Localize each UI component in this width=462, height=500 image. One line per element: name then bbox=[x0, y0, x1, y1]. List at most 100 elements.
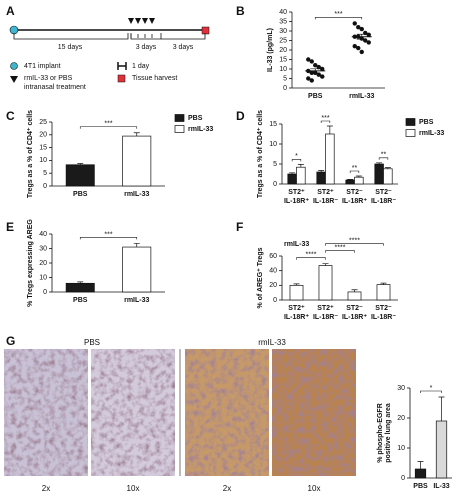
y-axis-label: positive lung area bbox=[385, 403, 392, 463]
bar bbox=[122, 135, 152, 187]
error-bar bbox=[133, 132, 140, 137]
y-axis-label: % phospho-EGFR bbox=[377, 403, 384, 463]
x-tick-label: IL-18R⁻ bbox=[371, 198, 396, 205]
panel-label: E bbox=[6, 220, 14, 234]
significance-label: *** bbox=[104, 121, 112, 128]
error-bar bbox=[380, 282, 387, 285]
magnification: 2x bbox=[42, 484, 50, 493]
y-tick-label: 15 bbox=[39, 144, 47, 151]
significance-bracket bbox=[349, 170, 360, 173]
x-tick-label: ST2⁻ bbox=[346, 305, 363, 312]
significance-bracket bbox=[79, 237, 138, 240]
legend-label: Tissue harvest bbox=[132, 75, 177, 82]
error-bar bbox=[310, 68, 321, 74]
x-tick-label: rmIL-33 bbox=[349, 93, 374, 100]
y-tick-label: 20 bbox=[39, 260, 47, 267]
x-tick-label: ST2⁻ bbox=[346, 189, 363, 196]
legend-label: 4T1 implant bbox=[24, 63, 61, 70]
bar bbox=[383, 168, 393, 185]
bar bbox=[318, 265, 333, 301]
point bbox=[352, 21, 357, 26]
point bbox=[316, 72, 321, 77]
significance-label: *** bbox=[334, 11, 342, 18]
bar bbox=[316, 171, 326, 185]
error-bar bbox=[318, 170, 325, 172]
bar bbox=[65, 164, 95, 187]
point bbox=[352, 44, 357, 49]
y-tick-label: 60 bbox=[269, 253, 277, 260]
error-bar bbox=[77, 281, 84, 284]
y-axis-label: Tregs as a % of CD4⁺ cells bbox=[257, 110, 264, 198]
interval-label: 3 days bbox=[173, 44, 194, 51]
x-tick-label: IL-18R⁺ bbox=[342, 314, 367, 321]
x-tick-label: PBS bbox=[73, 297, 88, 304]
error-bar bbox=[326, 125, 333, 134]
significance-bracket bbox=[79, 126, 138, 129]
bar bbox=[435, 420, 448, 479]
bar bbox=[296, 166, 306, 185]
magnification: 2x bbox=[223, 484, 231, 493]
y-tick-label: 0 bbox=[401, 475, 405, 482]
y-tick-label: 5 bbox=[273, 161, 277, 168]
significance-bracket bbox=[291, 159, 302, 162]
point bbox=[320, 74, 325, 79]
point bbox=[366, 32, 371, 37]
legend-label: PBS bbox=[188, 115, 203, 122]
error-bar bbox=[322, 263, 329, 266]
bar bbox=[374, 163, 384, 185]
x-tick-label: ST2⁻ bbox=[375, 189, 392, 196]
legend-swatch bbox=[405, 118, 416, 126]
error-bar bbox=[351, 289, 358, 292]
y-axis-label: % of AREG⁺ Tregs bbox=[257, 247, 264, 308]
x-tick-label: rmIL-33 bbox=[124, 297, 149, 304]
y-tick-label: 5 bbox=[283, 75, 287, 82]
y-tick-label: 0 bbox=[43, 289, 47, 296]
micrograph bbox=[91, 349, 175, 476]
error-bar bbox=[355, 175, 362, 178]
x-tick-label: IL-18R⁻ bbox=[371, 314, 396, 321]
error-bar bbox=[297, 164, 304, 168]
point bbox=[306, 76, 311, 81]
bar bbox=[414, 468, 427, 479]
x-tick-label: ST2⁺ bbox=[317, 305, 334, 312]
significance-label: **** bbox=[306, 252, 317, 259]
error-bar bbox=[417, 461, 424, 469]
significance-bracket bbox=[296, 257, 326, 260]
y-tick-label: 0 bbox=[283, 85, 287, 92]
panel-label: A bbox=[6, 4, 15, 18]
x-tick-label: IL-18R⁺ bbox=[342, 198, 367, 205]
error-bar bbox=[376, 162, 383, 164]
point bbox=[306, 57, 311, 62]
x-tick-label: ST2⁺ bbox=[288, 305, 305, 312]
point bbox=[366, 40, 371, 45]
y-tick-label: 40 bbox=[39, 231, 47, 238]
y-tick-label: 30 bbox=[397, 385, 405, 392]
x-tick-label: rmIL-33 bbox=[124, 191, 149, 198]
significance-label: **** bbox=[349, 238, 360, 245]
significance-bracket bbox=[420, 390, 442, 393]
error-bar bbox=[289, 172, 296, 174]
point bbox=[313, 62, 318, 68]
y-tick-label: 10 bbox=[39, 274, 47, 281]
legend-label: PBS bbox=[419, 119, 434, 126]
y-tick-label: 0 bbox=[273, 297, 277, 304]
error-bar bbox=[356, 33, 367, 40]
point bbox=[359, 49, 364, 55]
significance-bracket bbox=[314, 17, 363, 20]
point bbox=[309, 59, 314, 64]
histology: PBS rmIL-33 2x 10x 2x 10x bbox=[4, 338, 356, 493]
point bbox=[320, 66, 325, 72]
magnification: 10x bbox=[308, 484, 321, 493]
legend-label: rmIL-33 bbox=[419, 130, 444, 137]
interval-label: 3 days bbox=[136, 44, 157, 51]
bar bbox=[325, 133, 335, 185]
bar bbox=[347, 291, 362, 301]
legend-swatch bbox=[174, 114, 185, 122]
y-tick-label: 25 bbox=[279, 37, 287, 44]
significance-label: *** bbox=[321, 115, 329, 122]
chart-title: rmIL-33 bbox=[284, 241, 309, 248]
legend-label: intranasal treatment bbox=[24, 84, 86, 91]
y-tick-label: 10 bbox=[39, 157, 47, 164]
x-tick-label: IL-33 bbox=[433, 483, 449, 490]
